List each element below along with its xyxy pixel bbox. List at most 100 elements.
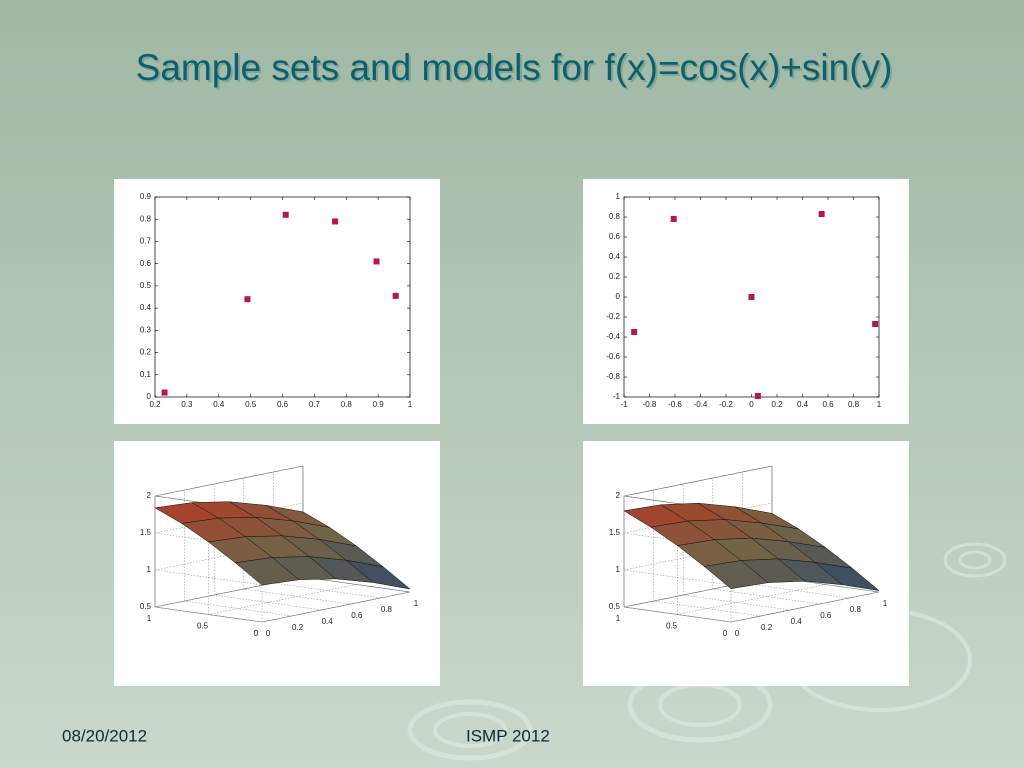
y-tick-label: 0 <box>254 629 259 638</box>
point <box>631 329 638 335</box>
grid-line <box>677 584 826 615</box>
x-tick-label: 0.4 <box>791 617 803 626</box>
surface-patch <box>345 559 411 590</box>
y-tick-label: 0.3 <box>140 325 152 334</box>
x-tick-label: -0.2 <box>719 400 733 409</box>
footer-date: 08/20/2012 <box>62 726 147 745</box>
x-tick-label: 0.4 <box>322 617 334 626</box>
title-shadow: Sample sets and models for f(x)=cos(x)+s… <box>138 49 895 90</box>
y-tick-label: 0 <box>723 629 728 638</box>
figure-panel: 0 0.2 0.4 0.6 0.8 1 0 0.5 1 0.5 1 1.5 2 <box>114 441 440 686</box>
y-tick-label: 1 <box>616 192 621 201</box>
grid-line <box>623 465 773 497</box>
y-tick-label: 0.2 <box>609 272 621 281</box>
y-tick-label: 0.4 <box>609 252 621 261</box>
z-tick-label: 1.5 <box>140 528 152 537</box>
x-tick-label: 0 <box>735 629 740 638</box>
surface-patch <box>814 562 880 591</box>
y-tick-label: -0.8 <box>606 372 620 381</box>
figures: 0.2 0.3 0.4 0.5 0.6 0.7 0.8 0.9 1 0 0.1 0.2 0.3 0.4 0.… <box>114 179 909 686</box>
x-tick-label: 0.8 <box>381 605 393 614</box>
y-tick-label: 0.5 <box>140 281 152 290</box>
grid-line <box>623 606 732 623</box>
x-tick-label: 0.2 <box>761 623 773 632</box>
x-tick-label: 0.8 <box>850 605 862 614</box>
point <box>373 258 380 265</box>
y-tick-label: 0 <box>616 292 621 301</box>
x-tick-label: 1 <box>883 599 888 608</box>
x-tick-label: -0.8 <box>643 400 657 409</box>
x-tick-label: 0.6 <box>822 400 834 409</box>
x-tick-label: 0.3 <box>181 400 193 409</box>
z-tick-label: 0.5 <box>609 602 621 611</box>
x-tick-label: 0.6 <box>277 400 289 409</box>
grid-line <box>730 591 880 623</box>
y-tick-label: 1 <box>616 614 621 623</box>
y-tick-label: 0.2 <box>140 348 152 357</box>
y-tick-label: 0.6 <box>609 232 621 241</box>
x-tick-label: 0.2 <box>292 623 304 632</box>
y-tick-label: -0.6 <box>606 352 620 361</box>
z-tick-label: 2 <box>616 491 621 500</box>
y-tick-label: 0.8 <box>140 214 152 223</box>
z-tick-label: 0.5 <box>140 602 152 611</box>
x-tick-label: -0.4 <box>694 400 708 409</box>
z-tick-label: 1 <box>147 565 152 574</box>
x-tick-label: 1 <box>414 599 419 608</box>
x-tick-label: 0.9 <box>373 400 385 409</box>
point <box>332 218 339 225</box>
x-tick-label: -1 <box>620 400 628 409</box>
y-tick-label: 0.6 <box>140 259 152 268</box>
y-tick-label: 0.1 <box>140 370 152 379</box>
panel-background <box>114 179 440 424</box>
point <box>392 292 399 299</box>
z-tick-label: 1.5 <box>609 528 621 537</box>
z-tick-label: 1 <box>616 565 621 574</box>
figure-panel: -1 -0.8 -0.6 -0.4 -0.2 0 0.2 0.4 0.6 0.8 1 -1 -0.8 -0… <box>583 179 909 424</box>
z-tick-label: 2 <box>147 491 152 500</box>
y-tick-label: 0.4 <box>140 303 152 312</box>
x-tick-label: 0.2 <box>149 400 161 409</box>
y-tick-label: 0 <box>147 392 152 401</box>
x-tick-label: 0 <box>266 629 271 638</box>
slide-title: Sample sets and models for f(x)=cos(x)+s… <box>136 47 893 88</box>
point <box>670 216 677 222</box>
point <box>748 294 755 300</box>
grid-line <box>154 569 263 586</box>
x-tick-label: -0.6 <box>668 400 682 409</box>
point <box>161 389 168 396</box>
grid-line <box>154 576 304 608</box>
point <box>754 393 761 399</box>
x-tick-label: 0.6 <box>351 611 363 620</box>
x-tick-label: 0.6 <box>820 611 832 620</box>
point <box>244 296 251 303</box>
grid-line <box>261 591 411 623</box>
point <box>818 211 825 217</box>
y-tick-label: 0.7 <box>140 237 152 246</box>
grid-line <box>208 584 357 615</box>
x-tick-label: 0.4 <box>213 400 225 409</box>
x-tick-label: 0.5 <box>245 400 257 409</box>
y-tick-label: 0.5 <box>666 622 678 631</box>
y-tick-label: -0.4 <box>606 332 620 341</box>
x-tick-label: 0.8 <box>341 400 353 409</box>
point <box>872 321 879 327</box>
y-tick-label: 1 <box>147 614 152 623</box>
point <box>282 211 289 218</box>
x-tick-label: 0.2 <box>771 400 783 409</box>
x-tick-label: 1 <box>408 400 413 409</box>
grid-line <box>623 576 773 608</box>
grid-line <box>623 569 732 586</box>
x-tick-label: 1 <box>877 400 882 409</box>
grid-line <box>154 465 304 497</box>
x-tick-label: 0.8 <box>848 400 860 409</box>
figure-panel: 0 0.2 0.4 0.6 0.8 1 0 0.5 1 0.5 1 1.5 2 <box>583 441 909 686</box>
y-tick-label: 0.5 <box>197 622 209 631</box>
x-tick-label: 0 <box>749 400 754 409</box>
grid-line <box>154 606 263 623</box>
y-tick-label: 0.8 <box>609 212 621 221</box>
x-tick-label: 0.7 <box>309 400 321 409</box>
y-tick-label: -0.2 <box>606 312 620 321</box>
